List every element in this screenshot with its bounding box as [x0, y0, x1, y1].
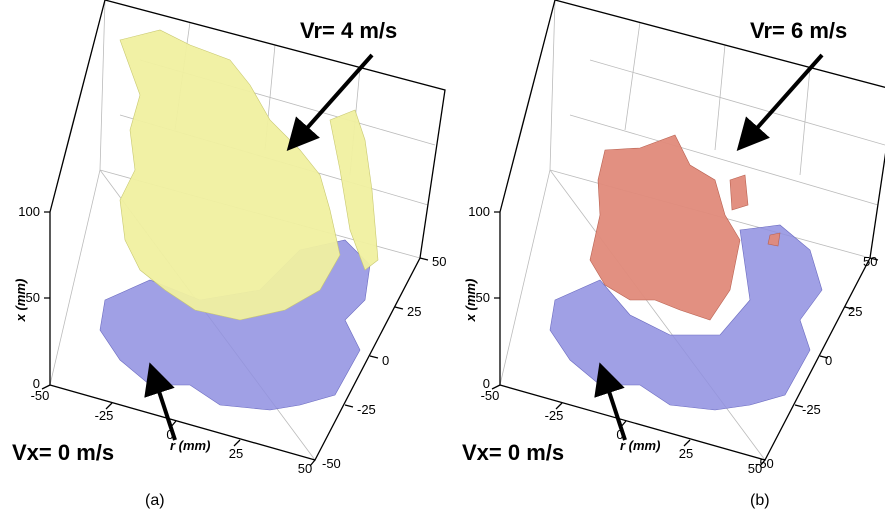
- annotation-bottom: Vx= 0 m/s: [12, 440, 114, 465]
- x-tick: 50: [26, 290, 40, 305]
- y-tick: -50: [322, 456, 341, 471]
- y-tick: 25: [848, 304, 862, 319]
- panel-b: Vr= 6 m/s Vx= 0 m/s r (mm) x (mm) 0 50 1…: [462, 0, 885, 509]
- r-tick: -50: [31, 388, 50, 403]
- y-tick: 0: [382, 353, 389, 368]
- x-tick: 50: [476, 290, 490, 305]
- r-tick: 50: [298, 461, 312, 476]
- figure: Vr= 4 m/s Vx= 0 m/s r (mm) x (mm) 0 50 1…: [0, 0, 885, 526]
- panel-a: Vr= 4 m/s Vx= 0 m/s r (mm) x (mm) 0 50 1…: [12, 0, 446, 509]
- r-axis-label: r (mm): [620, 438, 660, 453]
- annotation-bottom: Vx= 0 m/s: [462, 440, 564, 465]
- caption: (b): [750, 492, 770, 509]
- r-tick: 25: [229, 446, 243, 461]
- annotation-top: Vr= 4 m/s: [300, 18, 397, 43]
- r-tick: -25: [545, 408, 564, 423]
- y-tick: 50: [432, 254, 446, 269]
- annotation-top: Vr= 6 m/s: [750, 18, 847, 43]
- x-tick: 100: [468, 204, 490, 219]
- r-tick: -50: [481, 388, 500, 403]
- y-tick: -25: [802, 402, 821, 417]
- r-tick: 0: [616, 427, 623, 442]
- x-tick: 100: [18, 204, 40, 219]
- y-tick: 25: [407, 304, 421, 319]
- r-tick: 0: [166, 427, 173, 442]
- r-tick: 25: [679, 446, 693, 461]
- y-tick: -50: [755, 456, 774, 471]
- y-tick: -25: [357, 402, 376, 417]
- r-tick: -25: [95, 408, 114, 423]
- r-axis-label: r (mm): [170, 438, 210, 453]
- caption: (a): [145, 492, 165, 509]
- y-tick: 50: [863, 254, 877, 269]
- y-tick: 0: [825, 353, 832, 368]
